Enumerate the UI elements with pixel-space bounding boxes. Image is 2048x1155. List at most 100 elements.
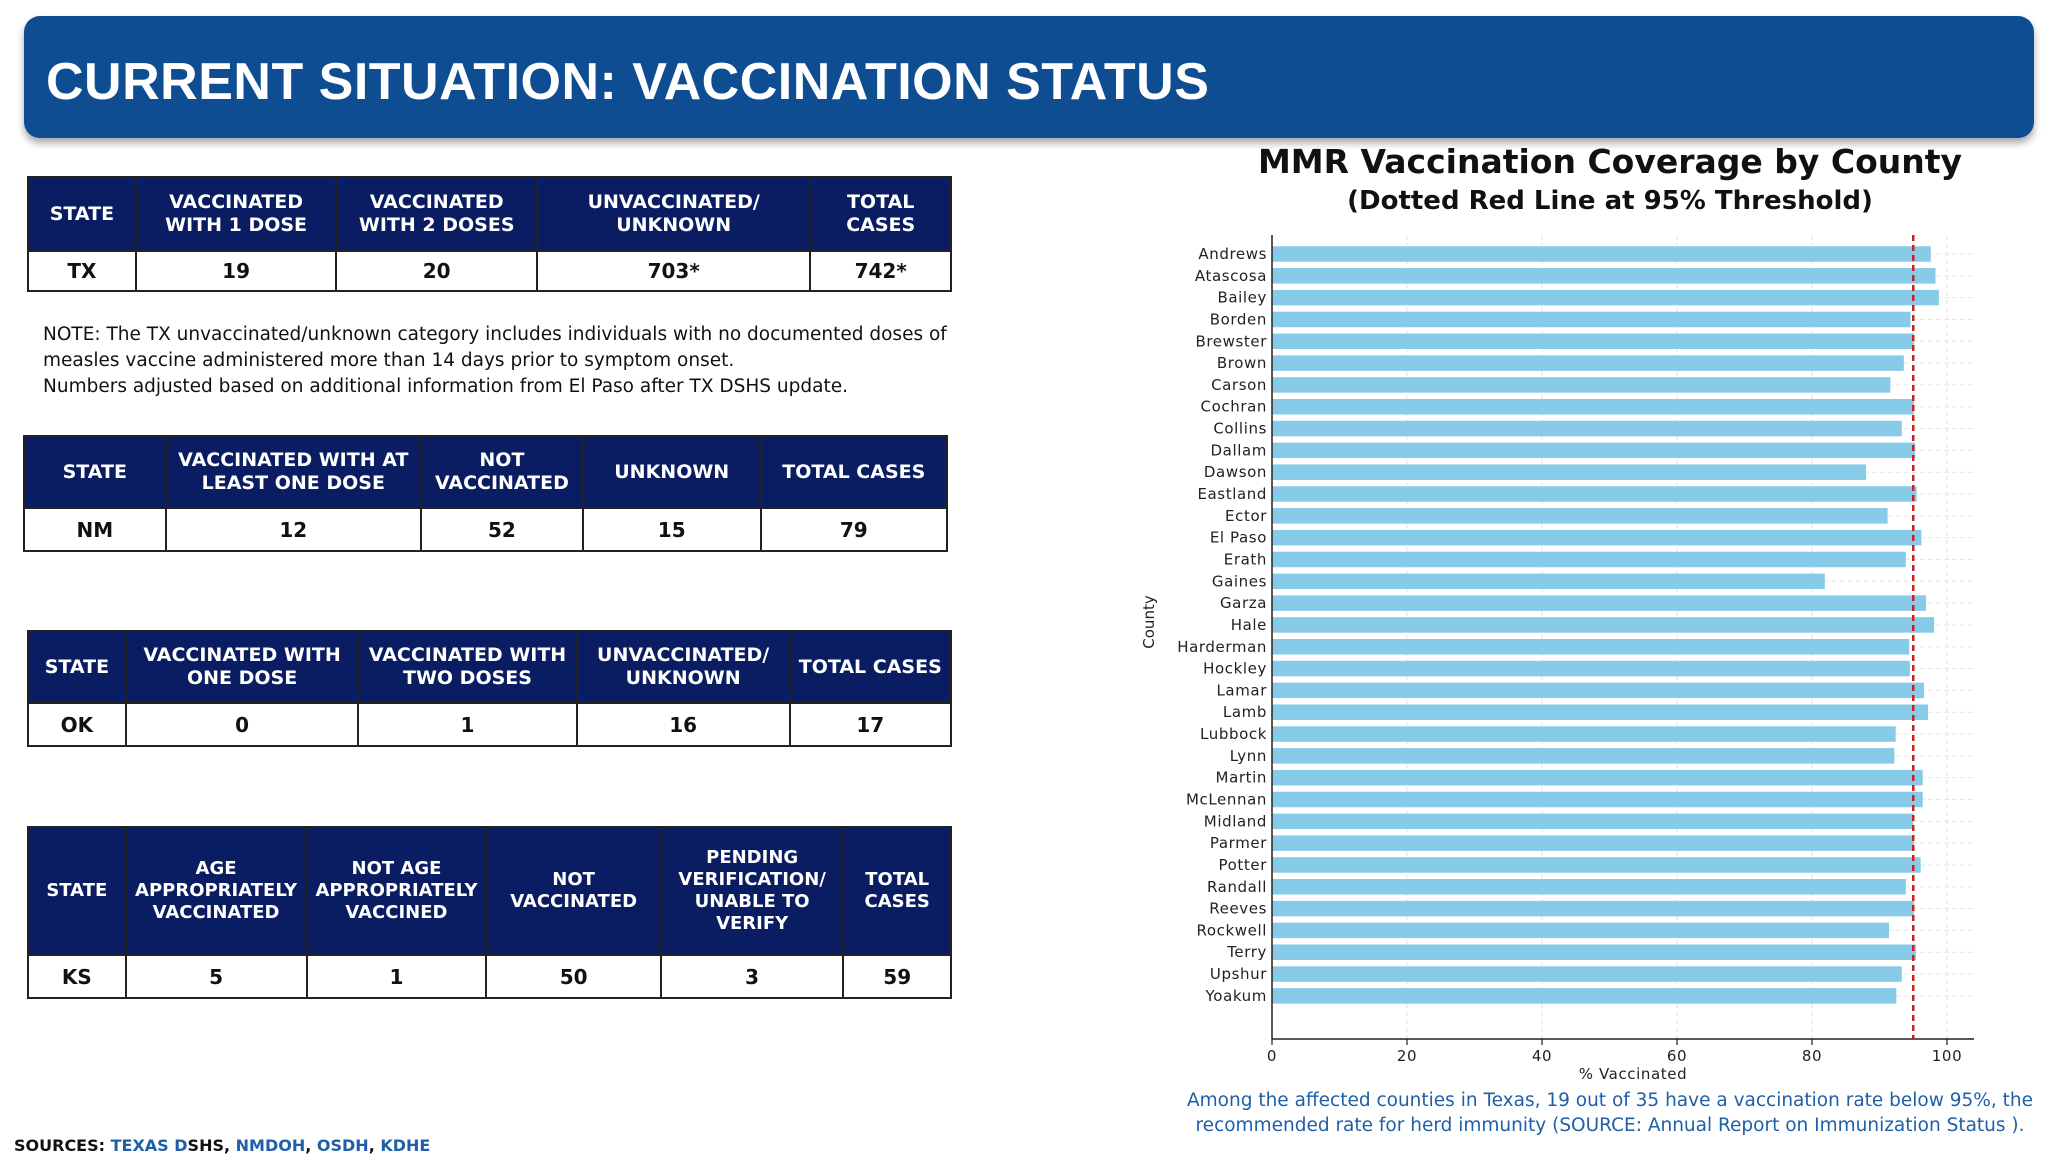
- bar-collins: [1272, 420, 1902, 437]
- table-cell: 79: [759, 507, 949, 552]
- bar-carson: [1272, 377, 1891, 393]
- table-cell: 1: [305, 954, 488, 999]
- y-axis-label: County: [1140, 595, 1158, 649]
- column-header: PENDING VERIFICATION/UNABLE TO VERIFY: [659, 826, 845, 956]
- table-cell: 15: [581, 507, 762, 552]
- category-label: Martin: [1216, 769, 1267, 787]
- category-label: Upshur: [1210, 965, 1267, 983]
- column-header: UNVACCINATED/UNKNOWN: [535, 176, 812, 252]
- category-label: Lynn: [1230, 747, 1267, 765]
- category-label: Dallam: [1211, 441, 1267, 459]
- category-label: Andrews: [1198, 245, 1267, 263]
- x-tick-label: 20: [1397, 1047, 1417, 1065]
- category-label: Lamb: [1223, 703, 1267, 721]
- category-label: Collins: [1213, 420, 1267, 438]
- bar-lubbock: [1272, 726, 1896, 742]
- category-label: McLennan: [1186, 791, 1267, 809]
- source-texas-suffix[interactable]: SHS: [187, 1136, 224, 1155]
- category-label: El Paso: [1210, 529, 1267, 547]
- source-texas-dshs[interactable]: TEXAS DSHS: [111, 1136, 224, 1155]
- category-label: Cochran: [1201, 398, 1267, 416]
- column-header: NOT AGE APPROPRIATELY VACCINED: [305, 826, 488, 956]
- bar-parmer: [1272, 835, 1914, 851]
- x-tick-label: 60: [1667, 1047, 1687, 1065]
- category-label: Atascosa: [1195, 267, 1267, 285]
- table-cell: 59: [842, 954, 952, 999]
- bar-terry: [1272, 944, 1916, 960]
- column-header: VACCINATED WITH ONE DOSE: [124, 630, 360, 704]
- column-header: AGE APPROPRIATELY VACCINATED: [124, 826, 308, 956]
- category-label: Midland: [1204, 812, 1267, 830]
- column-header: STATE: [27, 176, 137, 252]
- column-header: VACCINATED WITH AT LEAST ONE DOSE: [164, 435, 422, 509]
- table-cell: 52: [419, 507, 584, 552]
- table-row: TX 19 20 703* 742*: [27, 250, 952, 292]
- bar-borden: [1272, 311, 1911, 328]
- bar-brewster: [1272, 333, 1914, 350]
- category-label: Dawson: [1204, 463, 1267, 481]
- bar-andrews: [1272, 246, 1931, 262]
- column-header: TOTAL CASES: [809, 176, 952, 252]
- category-label: Reeves: [1209, 900, 1267, 918]
- table-row: OK 0 1 16 17: [27, 702, 953, 747]
- table-header-row: STATE VACCINATED WITH AT LEAST ONE DOSE NOT…: [23, 435, 949, 509]
- column-header: TOTAL CASES: [788, 630, 953, 704]
- table-cell: 50: [485, 954, 662, 999]
- source-osdh[interactable]: OSDH: [316, 1136, 369, 1155]
- category-label: Brown: [1217, 354, 1267, 372]
- column-header: STATE: [23, 435, 167, 509]
- bar-atascosa: [1272, 268, 1936, 284]
- x-tick-label: 0: [1267, 1047, 1277, 1065]
- bar-lamar: [1272, 682, 1925, 699]
- category-label: Hale: [1231, 616, 1267, 634]
- bar-garza: [1272, 595, 1927, 611]
- bar-lynn: [1272, 748, 1895, 764]
- category-label: Hockley: [1203, 660, 1267, 678]
- category-label: Randall: [1207, 878, 1267, 896]
- table-cell: 3: [659, 954, 845, 999]
- table-cell: 742*: [809, 250, 952, 292]
- table-cell: 703*: [535, 250, 812, 292]
- category-label: Erath: [1224, 550, 1267, 568]
- source-texas-prefix[interactable]: TEXAS D: [110, 1136, 188, 1155]
- bar-eastland: [1272, 486, 1917, 502]
- title-banner: CURRENT SITUATION: VACCINATION STATUS: [24, 16, 2034, 138]
- category-label: Parmer: [1210, 834, 1267, 852]
- column-header: NOT VACCINATED: [485, 826, 662, 956]
- bar-mclennan: [1272, 791, 1923, 808]
- table-cell: 16: [575, 702, 791, 747]
- table-cell: 12: [164, 507, 422, 552]
- column-header: VACCINATED WITH 2 DOSES: [335, 176, 538, 252]
- nm-status-table: STATE VACCINATED WITH AT LEAST ONE DOSE NOT…: [23, 435, 949, 552]
- bar-martin: [1272, 769, 1923, 786]
- bar-bailey: [1272, 289, 1939, 306]
- ks-status-table: STATE AGE APPROPRIATELY VACCINATED NOT AGE AP…: [27, 826, 952, 999]
- bar-lamb: [1272, 704, 1929, 720]
- sources-line: SOURCES: TEXAS DSHS, NMDOH, OSDH, KDHE: [14, 1136, 430, 1155]
- column-header: TOTAL CASES: [842, 826, 952, 956]
- column-header: TOTAL CASES: [759, 435, 949, 509]
- bar-dawson: [1272, 464, 1866, 480]
- bar-el-paso: [1272, 529, 1922, 546]
- table-header-row: STATE VACCINATED WITH ONE DOSE VACCINATED W…: [27, 630, 953, 704]
- bar-yoakum: [1272, 988, 1897, 1004]
- table-header-row: STATE VACCINATED WITH 1 DOSE VACCINATED WITH…: [27, 176, 952, 252]
- category-label: Potter: [1219, 856, 1268, 874]
- column-header: VACCINATED WITH TWO DOSES: [357, 630, 578, 704]
- table-cell: 17: [788, 702, 953, 747]
- column-header: STATE: [27, 630, 127, 704]
- bar-randall: [1272, 879, 1906, 895]
- bar-harderman: [1272, 639, 1910, 655]
- x-axis-label: % Vaccinated: [1579, 1065, 1688, 1080]
- bar-rockwell: [1272, 922, 1889, 939]
- category-label: Rockwell: [1197, 921, 1268, 939]
- bar-hale: [1272, 617, 1935, 633]
- table-cell: KS: [27, 954, 127, 999]
- source-kdhe[interactable]: KDHE: [380, 1136, 431, 1155]
- table-cell: TX: [27, 250, 137, 292]
- chart-caption-line1: Among the affected counties in Texas, 19…: [1186, 1090, 2034, 1111]
- x-tick-label: 80: [1802, 1047, 1822, 1065]
- source-nmdoh[interactable]: NMDOH: [235, 1136, 306, 1155]
- table-cell: OK: [27, 702, 127, 747]
- bar-reeves: [1272, 900, 1914, 917]
